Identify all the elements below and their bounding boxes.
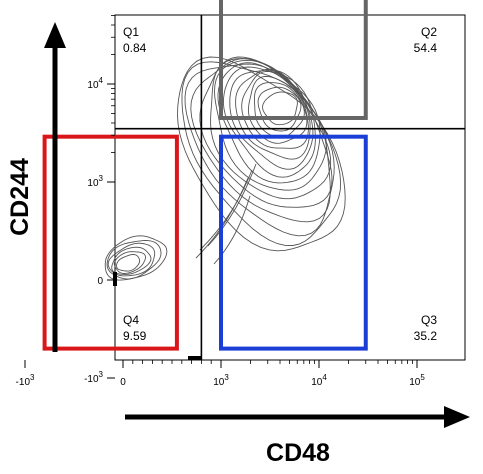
contour-line	[104, 235, 168, 281]
x-axis-label: CD48	[266, 439, 330, 467]
contour-line	[207, 163, 257, 247]
gate-q3	[219, 134, 368, 351]
contour-line	[181, 61, 342, 246]
x-tick-label: 105	[409, 373, 425, 388]
edge-events	[113, 272, 117, 286]
y-axis-arrow	[44, 22, 66, 352]
contour-line	[107, 242, 156, 277]
gate-q2	[219, 0, 368, 120]
y-tick-label: 104	[87, 76, 103, 91]
plot-frame	[114, 14, 466, 361]
contour-line	[247, 75, 308, 144]
quadrant-value-q2: 54.4	[414, 41, 438, 55]
x-tick-label: 0	[120, 377, 126, 388]
quadrant-label-q4: Q4	[123, 313, 139, 327]
x-tick-label: 103	[213, 373, 229, 388]
y-tick-label: 0	[97, 276, 103, 287]
edge-events	[188, 356, 202, 360]
contour-line	[217, 62, 321, 184]
contour-line	[111, 246, 152, 275]
gate-q4	[42, 134, 179, 351]
quadrant-label-q2: Q2	[421, 25, 437, 39]
contour-line	[214, 59, 327, 191]
contour-line	[106, 240, 162, 280]
y-axis-label: CD244	[6, 158, 34, 236]
quadrant-label-q3: Q3	[421, 313, 437, 327]
contour-line	[253, 82, 305, 139]
x-tick-label: 104	[311, 373, 327, 388]
contour-line	[116, 254, 141, 272]
y-tick-label: 103	[87, 174, 103, 189]
quadrant-value-q3: 35.2	[414, 329, 438, 343]
x-axis-arrow	[125, 406, 470, 428]
x-tick-label: -103	[16, 373, 35, 388]
quadrant-value-q4: 9.59	[123, 329, 147, 343]
quadrant-label-q1: Q1	[123, 25, 139, 39]
contour-line	[213, 195, 251, 265]
x-axis-ticks: -103 0 103 104 105	[16, 360, 425, 388]
contour-line	[235, 68, 311, 160]
contour-line	[113, 251, 146, 274]
quadrant-value-q1: 0.84	[123, 41, 147, 55]
contour-line	[195, 177, 249, 259]
contour-line	[222, 66, 316, 178]
gates-layer	[42, 0, 368, 351]
y-tick-label: -103	[84, 370, 103, 385]
